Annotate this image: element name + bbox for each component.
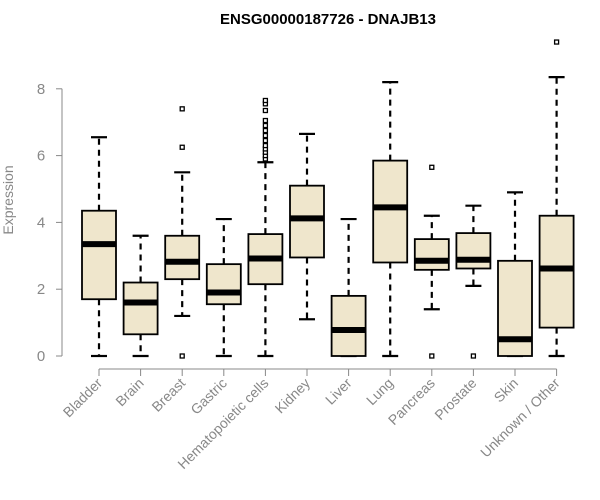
box-unknown-other — [538, 39, 575, 358]
box-iqr — [81, 209, 117, 301]
box-lung — [372, 81, 409, 358]
outlier-point — [262, 137, 269, 144]
x-tick-label: Breast — [148, 375, 188, 415]
x-tick-label: Skin — [491, 375, 522, 406]
box-iqr — [289, 184, 325, 259]
x-tick-label: Liver — [322, 375, 355, 408]
box-iqr — [372, 159, 409, 264]
outlier-point — [429, 353, 435, 359]
box-gastric — [205, 217, 242, 358]
box-breast — [164, 106, 201, 359]
outlier-point — [262, 107, 269, 114]
box-bladder — [81, 136, 117, 358]
box-iqr — [538, 214, 575, 329]
y-tick-label: 6 — [37, 148, 45, 165]
outlier-point — [179, 106, 185, 112]
outlier-point — [179, 353, 185, 359]
box-iqr — [455, 232, 492, 270]
outlier-point — [262, 127, 269, 134]
box-series — [81, 39, 575, 359]
y-tick-label: 8 — [37, 81, 45, 98]
box-brain — [122, 234, 159, 358]
outlier-point — [262, 97, 269, 104]
y-axis-label: Expression — [0, 165, 16, 234]
x-tick-label: Prostate — [431, 375, 479, 423]
box-pancreas — [413, 164, 450, 359]
box-iqr — [122, 281, 159, 336]
outlier-point — [429, 164, 435, 170]
box-iqr — [164, 234, 201, 281]
box-skin — [497, 191, 533, 358]
x-tick-label: Bladder — [60, 375, 106, 421]
box-kidney — [289, 132, 325, 321]
box-liver — [330, 217, 367, 358]
outlier-point — [470, 353, 477, 359]
y-tick-label: 0 — [37, 348, 45, 365]
box-hematopoietic-cells — [247, 97, 284, 358]
outlier-point — [262, 117, 269, 124]
x-tick-label: Lung — [363, 375, 396, 408]
y-tick-label: 4 — [37, 214, 45, 231]
x-tick-label: Kidney — [272, 375, 314, 417]
x-tick-label: Unknown / Other — [477, 375, 563, 461]
box-iqr — [205, 263, 242, 306]
outlier-point — [179, 144, 185, 150]
box-iqr — [330, 294, 367, 357]
chart-title: ENSG00000187726 - DNAJB13 — [220, 11, 436, 28]
outlier-point — [262, 122, 269, 129]
outlier-point — [262, 132, 269, 139]
y-tick-label: 2 — [37, 281, 45, 298]
outlier-point — [553, 39, 560, 45]
outlier-point — [262, 142, 269, 149]
x-tick-label: Brain — [112, 375, 146, 409]
box-iqr — [413, 238, 450, 271]
box-prostate — [455, 204, 492, 359]
y-axis: 0 2 4 6 8 — [37, 81, 63, 365]
